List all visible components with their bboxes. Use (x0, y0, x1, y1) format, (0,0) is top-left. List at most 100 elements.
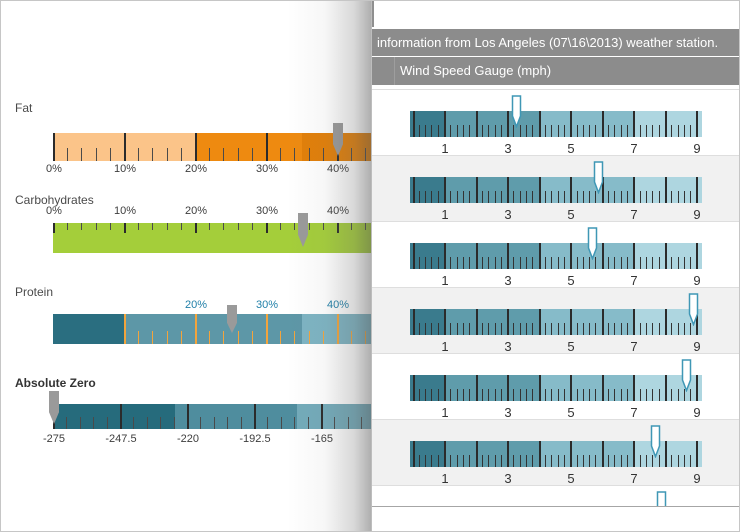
gauge-bar (410, 309, 702, 335)
scale-label: 40% (326, 205, 350, 217)
major-tick (476, 177, 478, 203)
minor-tick (684, 455, 685, 467)
major-tick (120, 404, 122, 429)
minor-tick (323, 223, 324, 230)
header-cell-divider (394, 57, 395, 85)
gauge-range (633, 177, 702, 203)
major-tick (444, 111, 446, 137)
minor-tick (431, 191, 432, 203)
major-tick (507, 309, 509, 335)
minor-tick (583, 389, 584, 401)
major-tick (665, 177, 667, 203)
major-tick (696, 309, 698, 335)
minor-tick (646, 257, 647, 269)
minor-tick (526, 389, 527, 401)
minor-tick (640, 389, 641, 401)
minor-tick (608, 389, 609, 401)
scale-label: -247.5 (105, 433, 137, 445)
minor-tick (431, 257, 432, 269)
minor-tick (147, 417, 148, 429)
minor-tick (532, 125, 533, 137)
minor-tick (431, 323, 432, 335)
minor-tick (241, 417, 242, 429)
minor-tick (160, 417, 161, 429)
minor-tick (589, 323, 590, 335)
minor-tick (684, 125, 685, 137)
major-tick (195, 223, 197, 233)
minor-tick (457, 257, 458, 269)
minor-tick (365, 148, 366, 161)
minor-tick (457, 125, 458, 137)
minor-tick (419, 191, 420, 203)
major-tick (413, 441, 415, 467)
minor-tick (558, 389, 559, 401)
major-tick (602, 243, 604, 269)
minor-tick (640, 191, 641, 203)
minor-tick (678, 323, 679, 335)
scale-label: 30% (255, 163, 279, 175)
major-tick (254, 404, 256, 429)
major-tick (633, 243, 635, 269)
minor-tick (450, 389, 451, 401)
major-tick (539, 177, 541, 203)
minor-tick (659, 191, 660, 203)
value-indicator-needle (511, 95, 522, 129)
minor-tick (621, 455, 622, 467)
scale-label: -165 (310, 433, 334, 445)
minor-tick (469, 125, 470, 137)
minor-tick (595, 191, 596, 203)
scale-label: 1 (441, 141, 449, 156)
gauge-range (539, 243, 634, 269)
gauge-range (53, 314, 124, 344)
minor-tick (351, 223, 352, 230)
minor-tick (309, 223, 310, 230)
minor-tick (545, 191, 546, 203)
major-tick (665, 375, 667, 401)
minor-tick (659, 257, 660, 269)
minor-tick (495, 455, 496, 467)
major-tick (570, 177, 572, 203)
minor-tick (450, 323, 451, 335)
minor-tick (66, 417, 67, 429)
minor-tick (167, 148, 168, 161)
minor-tick (589, 125, 590, 137)
minor-tick (323, 148, 324, 161)
minor-tick (450, 191, 451, 203)
major-tick (539, 309, 541, 335)
scale-label: 5 (567, 141, 575, 156)
minor-tick (614, 323, 615, 335)
minor-tick (463, 257, 464, 269)
minor-tick (425, 125, 426, 137)
minor-tick (671, 125, 672, 137)
gauge-title: Protein (15, 285, 54, 299)
right-panel: information from Los Angeles (07\16\2013… (371, 1, 739, 531)
gauge-range (633, 111, 702, 137)
value-indicator-needle (681, 359, 692, 393)
minor-tick (671, 455, 672, 467)
scale-label: 9 (693, 273, 701, 288)
major-tick (124, 223, 126, 233)
gauge-range (444, 177, 539, 203)
minor-tick (488, 191, 489, 203)
major-tick (696, 441, 698, 467)
minor-tick (67, 223, 68, 230)
minor-tick (608, 455, 609, 467)
scale-label: 1 (441, 339, 449, 354)
scale-label: 0% (46, 205, 62, 217)
scale-label: 5 (567, 405, 575, 420)
gauge-range (195, 133, 302, 161)
minor-tick (431, 389, 432, 401)
scale-label: 1 (441, 405, 449, 420)
minor-tick (138, 148, 139, 161)
minor-tick (501, 389, 502, 401)
minor-tick (678, 257, 679, 269)
minor-tick (564, 455, 565, 467)
minor-tick (627, 455, 628, 467)
minor-tick (627, 125, 628, 137)
minor-tick (488, 323, 489, 335)
gauge-bar (410, 111, 702, 137)
gauge-range (539, 177, 634, 203)
minor-tick (501, 191, 502, 203)
major-tick (633, 309, 635, 335)
minor-tick (551, 323, 552, 335)
